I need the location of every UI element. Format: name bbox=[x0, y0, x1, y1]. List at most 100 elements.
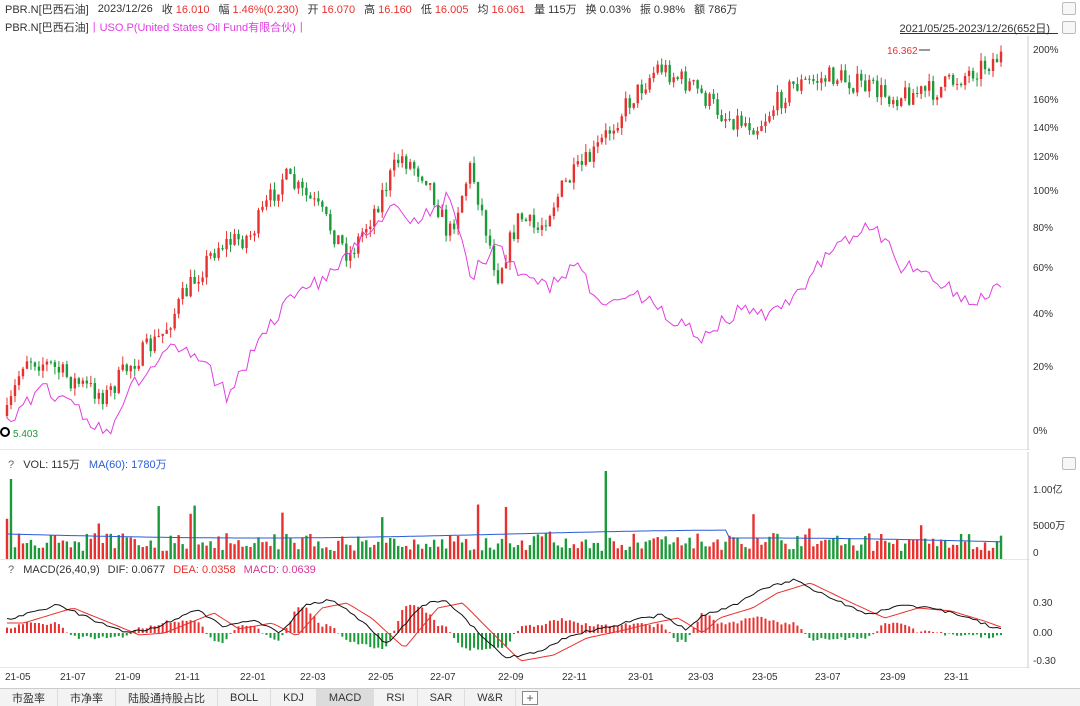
date-label: 22-05 bbox=[368, 672, 394, 683]
tab-rsi[interactable]: RSI bbox=[374, 689, 418, 706]
macd-histogram-bar bbox=[684, 633, 687, 642]
candle-body bbox=[201, 277, 204, 282]
price-y-label: 80% bbox=[1033, 223, 1054, 234]
volume-bar bbox=[5, 518, 9, 559]
macd-histogram-bar bbox=[692, 627, 695, 633]
macd-histogram-bar bbox=[900, 623, 903, 633]
volume-bar bbox=[404, 545, 408, 559]
expand-icon[interactable] bbox=[1062, 2, 1076, 15]
candle-body bbox=[808, 78, 811, 80]
candle-body bbox=[37, 366, 41, 371]
volume-bar bbox=[285, 533, 288, 559]
candle-body bbox=[764, 121, 767, 127]
macd-histogram-bar bbox=[37, 623, 40, 633]
tab-kdj[interactable]: KDJ bbox=[271, 689, 317, 706]
tab-sar[interactable]: SAR bbox=[418, 689, 466, 706]
vol-help-icon[interactable]: ? bbox=[8, 459, 15, 471]
date-label: 22-09 bbox=[498, 672, 524, 683]
candle-body bbox=[253, 233, 256, 236]
compare-line bbox=[6, 191, 1002, 435]
macd-histogram-bar bbox=[157, 625, 160, 633]
volume-bar bbox=[205, 545, 208, 559]
candle-body bbox=[684, 71, 687, 91]
candle-body bbox=[876, 80, 879, 98]
vol-settings-icon[interactable] bbox=[1062, 457, 1076, 470]
volume-bar bbox=[979, 550, 983, 559]
candle-body bbox=[165, 329, 168, 334]
macd-histogram-bar bbox=[852, 633, 855, 638]
candle-body bbox=[548, 215, 552, 227]
volume-bar bbox=[644, 541, 647, 559]
candle-body bbox=[959, 83, 963, 86]
plus-icon[interactable]: + bbox=[521, 691, 538, 705]
volume-bar bbox=[824, 539, 827, 559]
volume-bar bbox=[145, 546, 148, 559]
candle-body bbox=[848, 82, 851, 89]
tab-w-r[interactable]: W&R bbox=[465, 689, 516, 706]
settings-icon[interactable] bbox=[1062, 21, 1076, 34]
candle-body bbox=[432, 183, 436, 205]
volume-bar bbox=[692, 548, 695, 559]
tab-boll[interactable]: BOLL bbox=[218, 689, 272, 706]
tab--[interactable]: 陆股通持股占比 bbox=[116, 689, 218, 706]
volume-chart[interactable] bbox=[0, 452, 1030, 560]
macd-histogram-bar bbox=[289, 621, 292, 633]
volume-bar bbox=[736, 537, 739, 559]
candle-body bbox=[77, 378, 81, 384]
macd-histogram-bar bbox=[848, 633, 851, 639]
macd-histogram-bar bbox=[305, 607, 308, 633]
macd-histogram-bar bbox=[413, 605, 416, 633]
candle-body bbox=[756, 131, 759, 135]
high-marker: 16.362 bbox=[887, 46, 918, 57]
volume-bar bbox=[57, 542, 61, 559]
candle-body bbox=[688, 81, 691, 91]
volume-bar bbox=[548, 531, 552, 559]
macd-histogram-bar bbox=[365, 633, 368, 645]
candle-body bbox=[880, 85, 883, 98]
volume-bar bbox=[249, 546, 252, 559]
candle-body bbox=[528, 214, 532, 222]
macd-histogram-bar bbox=[77, 633, 80, 639]
macd-histogram-bar bbox=[93, 633, 96, 640]
macd-histogram-bar bbox=[329, 626, 332, 633]
volume-bar bbox=[101, 542, 105, 559]
volume-bar bbox=[744, 547, 747, 559]
macd-histogram-bar bbox=[133, 629, 136, 633]
candle-body bbox=[592, 146, 596, 162]
candle-body bbox=[888, 96, 891, 105]
macd-histogram-bar bbox=[117, 633, 120, 637]
candle-body bbox=[85, 380, 89, 384]
candle-body bbox=[5, 405, 9, 416]
macd-histogram-bar bbox=[620, 624, 623, 633]
macd-histogram-bar bbox=[49, 623, 52, 633]
volume-bar bbox=[137, 545, 140, 559]
candle-body bbox=[676, 77, 679, 80]
dif-line bbox=[6, 578, 1002, 659]
price-y-label: 100% bbox=[1033, 186, 1059, 197]
macd-help-icon[interactable]: ? bbox=[8, 564, 15, 576]
primary-symbol[interactable]: PBR.N[巴西石油] bbox=[5, 21, 89, 34]
volume-bar bbox=[947, 547, 951, 559]
macd-histogram-bar bbox=[952, 633, 955, 635]
compare-symbol[interactable]: USO.P(United States Oil Fund有限合伙) bbox=[99, 21, 296, 34]
date-label: 22-01 bbox=[240, 672, 266, 683]
tab--[interactable]: 市净率 bbox=[58, 689, 116, 706]
price-chart[interactable]: 16.362 5.403 bbox=[0, 36, 1030, 450]
tab--[interactable]: 市盈率 bbox=[0, 689, 58, 706]
candle-body bbox=[796, 84, 799, 91]
tab-macd[interactable]: MACD bbox=[316, 689, 375, 706]
volume-bar bbox=[25, 543, 29, 559]
candle-body bbox=[840, 70, 843, 81]
volume-bar bbox=[357, 536, 360, 559]
volume-bar bbox=[640, 548, 643, 559]
volume-bar bbox=[508, 543, 512, 559]
candle-body bbox=[41, 364, 45, 371]
candle-body bbox=[161, 333, 164, 336]
volume-bar bbox=[552, 542, 556, 559]
volume-bar bbox=[237, 540, 240, 559]
macd-chart[interactable] bbox=[0, 560, 1030, 668]
volume-bar bbox=[77, 542, 81, 559]
macd-histogram-bar bbox=[265, 633, 268, 635]
volume-bar bbox=[612, 541, 615, 559]
candle-body bbox=[133, 365, 136, 369]
